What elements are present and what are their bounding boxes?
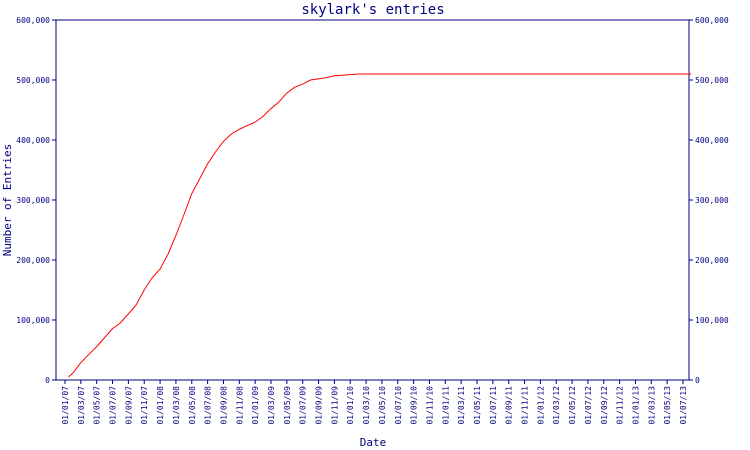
x-tick-label: 01/05/07 [93,386,102,425]
x-tick-label: 01/11/11 [521,386,530,425]
y-tick-label: 0 [695,376,700,385]
x-tick-label: 01/01/07 [61,386,70,425]
x-tick-label: 01/05/08 [188,386,197,425]
x-tick-label: 01/03/07 [77,386,86,425]
x-tick-label: 01/03/08 [172,386,181,425]
x-tick-label: 01/03/13 [647,386,656,425]
y-tick-label: 600,000 [16,16,50,25]
x-tick-label: 01/07/10 [394,386,403,425]
x-tick-label: 01/09/08 [219,386,228,425]
y-tick-label: 600,000 [695,16,729,25]
y-tick-label: 200,000 [16,256,50,265]
x-tick-label: 01/07/09 [299,386,308,425]
chart-title: skylark's entries [301,2,444,18]
x-tick-label: 01/11/10 [425,386,434,425]
x-tick-label: 01/01/12 [536,386,545,425]
y-tick-label: 300,000 [16,196,50,205]
x-tick-label: 01/01/11 [441,386,450,425]
x-tick-label: 01/05/13 [663,386,672,425]
x-tick-label: 01/11/09 [330,386,339,425]
y-tick-label: 400,000 [16,136,50,145]
x-tick-label: 01/09/10 [410,386,419,425]
left-y-axis: 0 100,000 200,000 300,000 400,000 500,000 600,… [16,16,56,385]
y-tick-label: 500,000 [16,76,50,85]
y-axis-title: Number of Entries [1,144,14,257]
x-tick-label: 01/07/13 [679,386,688,425]
x-axis-title: Date [360,436,387,449]
right-y-axis: 0 100,000 200,000 300,000 400,000 500,000 600,… [689,16,729,385]
x-tick-label: 01/11/08 [235,386,244,425]
x-tick-label: 01/01/09 [251,386,260,425]
x-tick-label: 01/09/09 [315,386,324,425]
y-tick-label: 500,000 [695,76,729,85]
y-tick-label: 200,000 [695,256,729,265]
x-tick-label: 01/01/10 [346,386,355,425]
x-tick-label: 01/01/13 [631,386,640,425]
x-axis: 01/01/07 01/03/07 01/05/07 01/07/07 01/09/07… [61,380,688,425]
x-tick-label: 01/07/12 [584,386,593,425]
x-tick-label: 01/09/12 [600,386,609,425]
x-tick-label: 01/03/12 [552,386,561,425]
x-tick-label: 01/07/08 [204,386,213,425]
x-tick-label: 01/05/11 [473,386,482,425]
x-tick-label: 01/03/11 [457,386,466,425]
x-tick-label: 01/09/07 [124,386,133,425]
y-tick-label: 300,000 [695,196,729,205]
x-tick-label: 01/05/10 [378,386,387,425]
series-line [68,73,692,378]
x-tick-label: 01/11/07 [140,386,149,425]
x-tick-label: 01/01/08 [156,386,165,425]
y-tick-label: 400,000 [695,136,729,145]
x-tick-label: 01/09/11 [505,386,514,425]
x-tick-label: 01/07/07 [109,386,118,425]
x-tick-label: 01/03/09 [267,386,276,425]
y-tick-label: 100,000 [16,316,50,325]
x-tick-label: 01/07/11 [489,386,498,425]
x-tick-label: 01/05/09 [283,386,292,425]
x-tick-label: 01/03/10 [362,386,371,425]
x-tick-label: 01/11/12 [616,386,625,425]
y-tick-label: 0 [45,376,50,385]
x-tick-label: 01/05/12 [568,386,577,425]
y-tick-label: 100,000 [695,316,729,325]
